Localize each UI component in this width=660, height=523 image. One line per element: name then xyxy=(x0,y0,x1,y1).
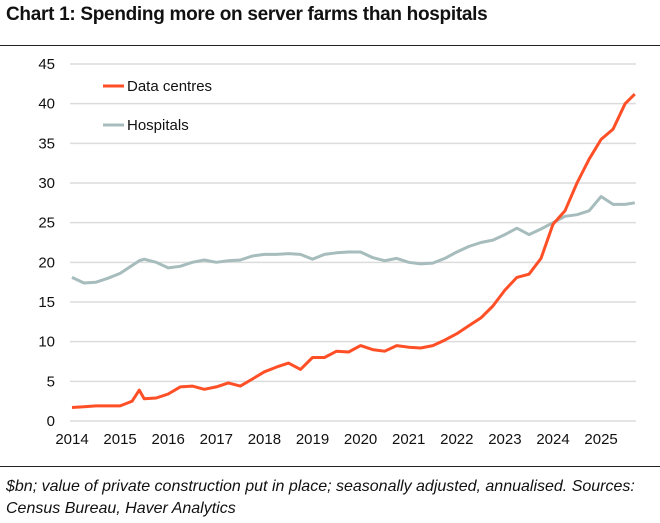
x-tick-label: 2020 xyxy=(344,431,377,448)
x-tick-label: 2021 xyxy=(392,431,425,448)
bottom-rule xyxy=(0,466,660,467)
top-rule xyxy=(0,45,660,46)
y-tick-label: 5 xyxy=(47,373,55,390)
y-tick-label: 40 xyxy=(38,96,55,113)
x-tick-label: 2017 xyxy=(200,431,233,448)
series-line-hospitals xyxy=(71,195,636,285)
chart-title: Chart 1: Spending more on server farms t… xyxy=(6,4,488,25)
x-tick-label: 2016 xyxy=(152,431,185,448)
x-tick-label: 2015 xyxy=(103,431,136,448)
x-tick-label: 2022 xyxy=(440,431,473,448)
y-tick-label: 30 xyxy=(38,175,55,192)
x-tick-label: 2018 xyxy=(248,431,281,448)
x-tick-label: 2025 xyxy=(584,431,617,448)
y-tick-label: 20 xyxy=(38,254,55,271)
y-tick-label: 10 xyxy=(38,334,55,351)
y-tick-label: 45 xyxy=(38,56,55,73)
y-tick-label: 25 xyxy=(38,215,55,232)
legend-label: Hospitals xyxy=(127,117,189,134)
x-tick-label: 2023 xyxy=(488,431,521,448)
y-tick-label: 35 xyxy=(38,135,55,152)
legend-label: Data centres xyxy=(127,78,212,95)
x-tick-label: 2024 xyxy=(536,431,569,448)
y-tick-label: 0 xyxy=(47,413,55,430)
chart-note: $bn; value of private construction put i… xyxy=(6,478,635,517)
y-tick-label: 15 xyxy=(38,294,55,311)
series-line-data-centres xyxy=(71,93,636,409)
x-tick-label: 2014 xyxy=(55,431,88,448)
x-tick-label: 2019 xyxy=(296,431,329,448)
